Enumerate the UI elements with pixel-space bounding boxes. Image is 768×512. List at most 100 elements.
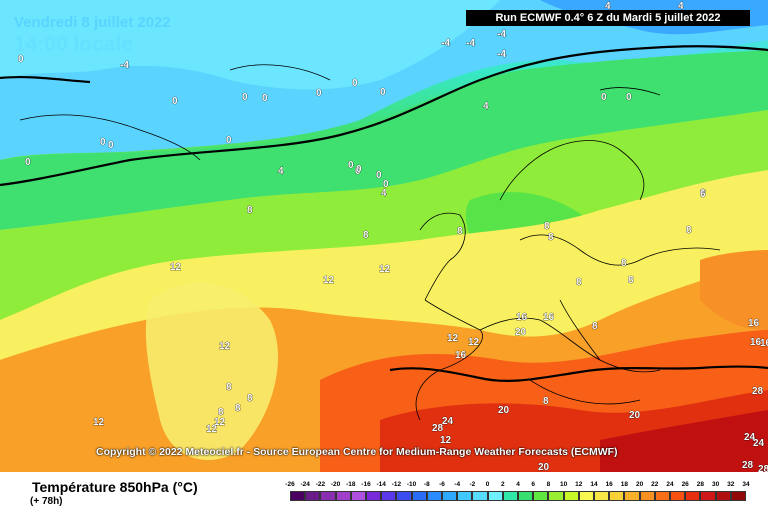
isotherm-value-label: 0 <box>242 92 248 103</box>
isotherm-value-label: -4 <box>497 29 506 40</box>
temperature-field <box>0 0 768 472</box>
legend-color-swatch <box>685 491 701 501</box>
legend-color-swatch <box>639 491 655 501</box>
isotherm-value-label: 0 <box>226 135 232 146</box>
isotherm-value-label: -4 <box>497 49 506 60</box>
isotherm-value-label: -4 <box>466 38 475 49</box>
footer-bar: Température 850hPa (°C) (+ 78h) -26 -24 -2… <box>0 472 768 512</box>
legend-tick: 20 <box>635 481 644 488</box>
isotherm-value-label: 0 <box>348 160 354 171</box>
coastlines <box>19 64 721 421</box>
legend-tick: -18 <box>346 481 356 488</box>
isotherm-value-label: 12 <box>468 337 480 348</box>
isotherm-value-label: 12 <box>447 333 459 344</box>
isotherm-value-label: 8 <box>592 321 598 332</box>
isotherm-value-label: 12 <box>440 435 452 446</box>
legend-tick: -24 <box>300 481 310 488</box>
isotherm-value-label: 8 <box>576 277 582 288</box>
legend-tick: 0 <box>485 481 490 488</box>
legend-tick: -4 <box>454 481 461 488</box>
isotherm-value-label: 0 <box>380 87 386 98</box>
legend-color-swatch <box>548 491 564 501</box>
legend-color-swatch <box>320 491 336 501</box>
forecast-local-time: 14:00 locale <box>14 33 134 56</box>
legend-tick: 18 <box>620 481 628 488</box>
legend-color-swatch <box>715 491 731 501</box>
isotherm-value-label: 8 <box>548 232 554 243</box>
legend-tick: 4 <box>516 481 520 488</box>
legend-color-swatch <box>502 491 518 501</box>
isotherm-value-label: 8 <box>628 275 634 286</box>
legend-tick: -22 <box>315 481 326 488</box>
legend-tick: -6 <box>439 481 445 488</box>
legend-tick: 34 <box>742 481 750 488</box>
isotherm-value-label: 8 <box>363 230 369 241</box>
isotherm-value-label: 8 <box>457 226 463 237</box>
isotherm-value-label: 0 <box>25 157 31 168</box>
isotherm-value-label: 20 <box>515 327 527 338</box>
chart-title: Température 850hPa (°C) <box>32 479 198 495</box>
temperature-map[interactable]: -4 -4 -4 -4 -4 0 0 0 0 0 0 0 0 0 0 0 0 0 0 0 4 4 4 4 4 8 8 8 8 8 8 8 8 8 8… <box>0 0 768 472</box>
isotherm-value-label: 8 <box>621 258 627 269</box>
legend-color-swatch <box>487 491 503 501</box>
legend-color-swatch <box>533 491 549 501</box>
legend-tick: 2 <box>500 481 505 488</box>
legend-tick: -16 <box>361 481 371 488</box>
legend-color-swatch <box>730 491 746 501</box>
legend-tick: -26 <box>285 481 295 488</box>
isotherm-value-label: 8 <box>700 188 706 199</box>
isotherm-value-label: 28 <box>432 423 444 434</box>
color-legend: -26 -24 -22 -20 -18 -16 -14 -12 -10 -8 -6 -4 -2 0 2 4 6 8… <box>282 481 752 509</box>
isotherm-value-label: 0 <box>172 96 178 107</box>
isotherm-value-label: 12 <box>93 417 105 428</box>
isotherm-value-label: 0 <box>108 140 114 151</box>
legend-color-swatch <box>578 491 594 501</box>
legend-tick: 26 <box>681 481 689 488</box>
isotherm-value-label: 0 <box>18 54 24 65</box>
legend-tick: 12 <box>575 481 583 488</box>
legend-color-swatch <box>426 491 442 501</box>
legend-color-swatch <box>518 491 534 501</box>
isotherm-value-label: 16 <box>516 312 528 323</box>
isotherm-value-label: 24 <box>753 438 765 449</box>
isotherm-value-label: 8 <box>226 382 232 393</box>
isotherm-value-label: 0 <box>316 88 322 99</box>
legend-tick: -2 <box>469 481 476 488</box>
legend-tick: 14 <box>590 481 598 488</box>
isotherm-lines <box>0 45 768 383</box>
legend-color-swatch <box>290 491 306 501</box>
isotherm-value-label: 20 <box>629 410 641 421</box>
isotherm-value-label: 4 <box>483 101 489 112</box>
isotherm-value-label: 0 <box>352 78 358 89</box>
isotherm-value-label: 16 <box>748 318 760 329</box>
isotherm-value-label: 0 <box>356 164 362 175</box>
legend-tick: -14 <box>376 481 386 488</box>
legend-tick: 28 <box>696 481 704 488</box>
legend-color-swatch <box>654 491 670 501</box>
isotherm-value-label: 24 <box>442 416 454 427</box>
legend-color-swatch <box>670 491 686 501</box>
isotherm-value-label: 4 <box>278 166 284 177</box>
isotherm-value-label: -4 <box>120 60 129 71</box>
legend-tick: 22 <box>651 481 659 488</box>
legend-tick: 24 <box>666 481 674 488</box>
isotherm-value-label: 12 <box>206 424 218 435</box>
copyright-text: Copyright © 2022 Meteociel.fr - Source E… <box>96 446 618 458</box>
isotherm-value-label: 8 <box>218 407 224 418</box>
legend-color-swatch <box>411 491 427 501</box>
isotherm-value-label: 16 <box>455 350 467 361</box>
legend-color-swatch <box>366 491 382 501</box>
isotherm-value-label: 12 <box>214 417 226 428</box>
isotherm-value-label: 12 <box>170 262 182 273</box>
legend-tick: 6 <box>531 481 535 488</box>
run-info-box: Run ECMWF 0.4° 6 Z du Mardi 5 juillet 20… <box>466 10 750 26</box>
isotherm-value-label: 0 <box>601 92 607 103</box>
isotherm-value-label: 8 <box>247 205 253 216</box>
legend-color-swatch <box>609 491 625 501</box>
legend-tick: 30 <box>711 481 720 488</box>
legend-color-swatch <box>563 491 579 501</box>
isotherm-value-label: -4 <box>441 38 450 49</box>
legend-tick: 16 <box>605 481 613 488</box>
isotherm-value-label: 28 <box>758 464 768 472</box>
